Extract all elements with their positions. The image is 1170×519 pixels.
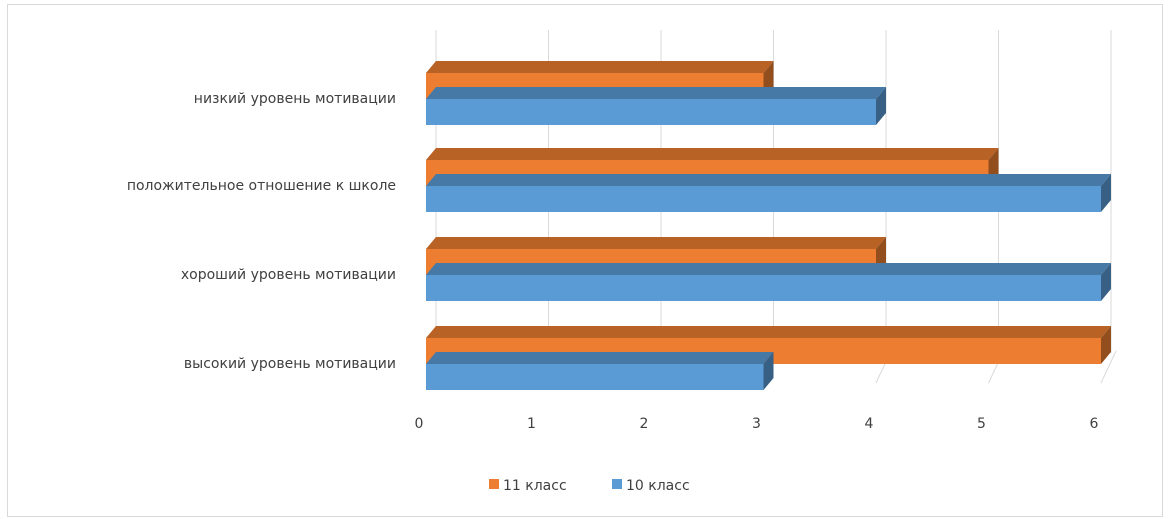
bar-top-s11 (426, 237, 886, 249)
category-label: хороший уровень мотивации (181, 267, 396, 283)
bar-s10 (426, 275, 1101, 301)
bar-s10 (426, 99, 876, 125)
legend-label: 10 класс (626, 478, 690, 494)
x-tick-label: 2 (640, 416, 649, 432)
category-label: положительное отношение к школе (127, 178, 396, 194)
bar-top-s11 (426, 326, 1111, 338)
x-tick-label: 0 (415, 416, 424, 432)
bar-top-s10 (426, 352, 774, 364)
x-tick-label: 3 (752, 416, 761, 432)
category-label: низкий уровень мотивации (194, 91, 396, 107)
floor-gridline-6 (1100, 350, 1117, 384)
x-tick-label: 5 (977, 416, 986, 432)
bar-side-s10 (876, 87, 886, 125)
bar-top-s11 (426, 61, 774, 73)
bar-s10 (426, 186, 1101, 212)
bar-top-s10 (426, 263, 1111, 275)
bar-top-s10 (426, 87, 886, 99)
x-tick-label: 4 (865, 416, 874, 432)
x-tick-label: 6 (1090, 416, 1099, 432)
category-label: высокий уровень мотивации (184, 356, 396, 372)
bar-s10 (426, 364, 764, 390)
legend-label: 11 класс (503, 478, 567, 494)
legend-swatch (489, 479, 499, 489)
bar-side-s11 (1101, 326, 1111, 364)
x-tick-label: 1 (527, 416, 536, 432)
bar-top-s10 (426, 174, 1111, 186)
bar-side-s10 (1101, 263, 1111, 301)
bar-side-s10 (1101, 174, 1111, 212)
bar-side-s10 (763, 352, 774, 390)
legend-swatch (612, 479, 622, 489)
bar-top-s11 (426, 148, 999, 160)
